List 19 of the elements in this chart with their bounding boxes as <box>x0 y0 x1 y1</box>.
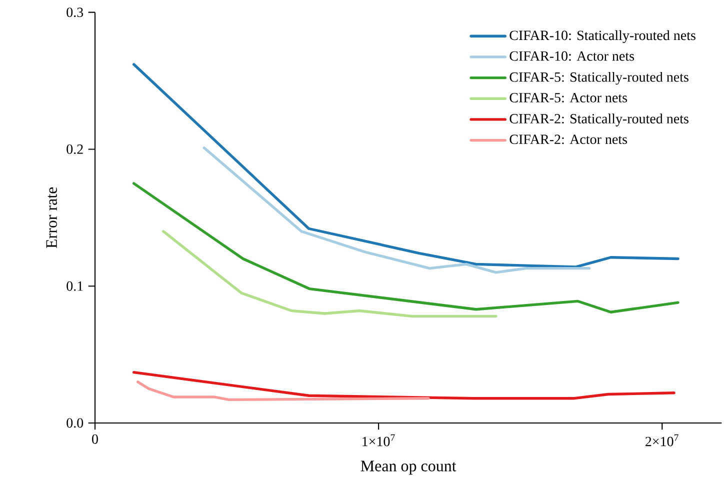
x-tick-label: 0 <box>92 434 98 444</box>
x-tick-label: 1×10$^{7}$ <box>362 434 395 446</box>
x-tick-label: 2×10$^{7}$ <box>646 434 678 446</box>
legend-label: CIFAR-2: Statically-routed nets <box>510 114 688 126</box>
y-tick-label: 0.1 <box>66 281 83 291</box>
legend-label: CIFAR-10: Statically-routed nets <box>510 30 696 43</box>
x-axis-title: Mean op count <box>360 460 456 475</box>
y-tick-label: 0.3 <box>66 8 84 18</box>
legend-label: CIFAR-2: Actor nets <box>510 134 628 144</box>
line-series <box>132 182 680 314</box>
y-axis-title: Error rate <box>46 187 57 248</box>
line-series <box>136 380 430 402</box>
legend-label: CIFAR-5: Statically-routed nets <box>510 72 688 85</box>
y-tick-label: 0.0 <box>66 418 84 428</box>
line-series <box>162 230 498 318</box>
legend-label: CIFAR-5: Actor nets <box>510 93 628 102</box>
line-series <box>132 371 676 400</box>
y-tick-label: 0.2 <box>66 144 83 154</box>
legend-label: CIFAR-10: Actor nets <box>510 51 634 61</box>
